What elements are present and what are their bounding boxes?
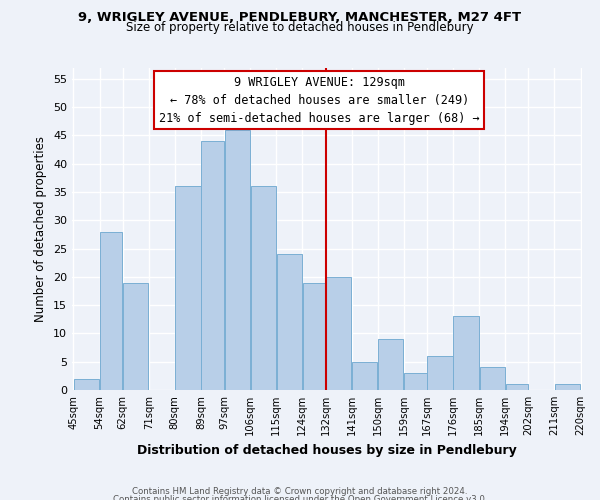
Bar <box>100 232 122 390</box>
Bar <box>555 384 580 390</box>
Text: Size of property relative to detached houses in Pendlebury: Size of property relative to detached ho… <box>126 21 474 34</box>
Bar <box>175 186 200 390</box>
Text: Contains HM Land Registry data © Crown copyright and database right 2024.: Contains HM Land Registry data © Crown c… <box>132 488 468 496</box>
Bar <box>224 130 250 390</box>
Text: Contains public sector information licensed under the Open Government Licence v3: Contains public sector information licen… <box>113 494 487 500</box>
Bar <box>378 339 403 390</box>
Bar <box>202 141 224 390</box>
Bar <box>123 282 148 390</box>
Text: 9 WRIGLEY AVENUE: 129sqm
← 78% of detached houses are smaller (249)
21% of semi-: 9 WRIGLEY AVENUE: 129sqm ← 78% of detach… <box>159 76 479 124</box>
Bar <box>352 362 377 390</box>
Bar <box>326 277 351 390</box>
Bar <box>454 316 479 390</box>
Bar <box>427 356 452 390</box>
Bar <box>251 186 276 390</box>
Bar <box>303 282 325 390</box>
Bar <box>74 378 99 390</box>
Bar <box>506 384 528 390</box>
Text: 9, WRIGLEY AVENUE, PENDLEBURY, MANCHESTER, M27 4FT: 9, WRIGLEY AVENUE, PENDLEBURY, MANCHESTE… <box>79 11 521 24</box>
Y-axis label: Number of detached properties: Number of detached properties <box>34 136 47 322</box>
X-axis label: Distribution of detached houses by size in Pendlebury: Distribution of detached houses by size … <box>137 444 517 456</box>
Bar <box>277 254 302 390</box>
Bar <box>404 373 427 390</box>
Bar <box>479 368 505 390</box>
